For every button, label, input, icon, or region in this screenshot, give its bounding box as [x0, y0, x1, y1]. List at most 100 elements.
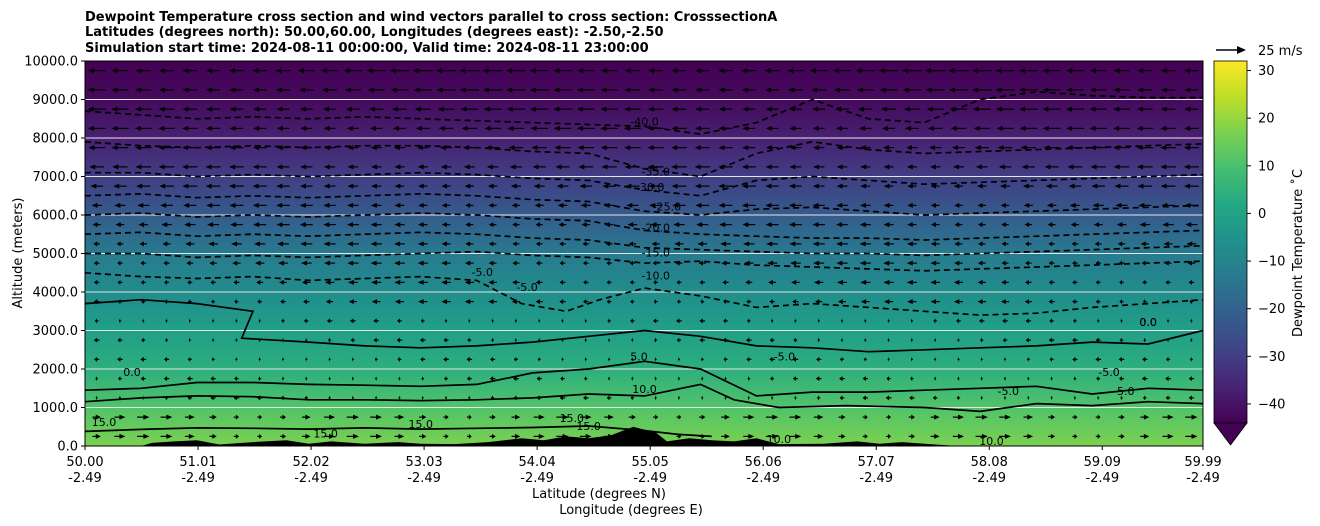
wind-vector-head: [585, 414, 592, 420]
colorbar: −40 −30 −20 −10 0 10 20 30 Dewpoint Temperature…: [1213, 60, 1306, 446]
contour-label: -5.0: [998, 385, 1019, 398]
wind-vector-head: [747, 395, 750, 401]
wind-vector-head: [229, 202, 236, 208]
wind-vector-head: [694, 145, 701, 151]
wind-vector-head: [1096, 376, 1099, 382]
wind-vector-head: [1136, 106, 1143, 112]
wind-vector-head: [231, 241, 238, 247]
wind-vector-head: [464, 299, 471, 305]
wind-vector-head: [625, 183, 632, 189]
wind-vector-head: [187, 279, 191, 285]
wind-vector-head: [560, 376, 563, 382]
wind-vector-head: [770, 376, 773, 382]
wind-vector-head: [928, 145, 935, 151]
wind-vector-head: [464, 183, 471, 189]
wind-vector-head: [630, 318, 633, 324]
wind-vector-head: [445, 433, 449, 439]
wind-vector-head: [630, 395, 633, 401]
wind-vector-head: [584, 376, 587, 382]
wind-vector-head: [235, 433, 240, 439]
wind-vector-head: [1001, 241, 1006, 247]
wind-vector-head: [1072, 337, 1076, 343]
wind-vector-head: [954, 202, 960, 208]
wind-vector-head: [93, 337, 98, 343]
contour-label: -20.0: [642, 221, 670, 234]
wind-vector-head: [957, 356, 959, 362]
wind-vector-head: [212, 318, 214, 324]
wind-vector-head: [995, 68, 1002, 74]
wind-vector-head: [301, 279, 308, 285]
wind-vector-head: [163, 356, 168, 362]
wind-vector-head: [252, 183, 259, 189]
wind-vector-head: [165, 318, 167, 324]
wind-vector-head: [1117, 241, 1123, 247]
wind-vector-head: [1136, 125, 1143, 131]
wind-vector-head: [1095, 299, 1099, 305]
wind-vector-head: [718, 145, 725, 151]
wind-vector-head: [1115, 202, 1122, 208]
wind-vector-head: [483, 106, 490, 112]
wind-vector-head: [1004, 414, 1011, 420]
wind-vector-head: [624, 68, 631, 74]
wind-vector-head: [976, 183, 983, 189]
contour-line: [85, 140, 1203, 178]
wind-vector-head: [718, 164, 725, 170]
wind-vector-head: [977, 299, 983, 305]
wind-vector-head: [512, 241, 517, 247]
wind-vector-head: [142, 318, 144, 324]
wind-vector-head: [972, 106, 979, 112]
wind-vector-head: [629, 260, 633, 266]
wind-vector-head: [954, 222, 960, 228]
wind-vector-head: [468, 433, 472, 439]
wind-vector-head: [435, 68, 442, 74]
wind-vector-head: [252, 202, 259, 208]
wind-vector-head: [344, 87, 351, 93]
wind-vector-head: [888, 433, 891, 439]
wind-vector-head: [375, 395, 377, 401]
wind-vector-head: [491, 337, 493, 343]
wind-vector-head: [648, 87, 655, 93]
colorbar-tick-label: 0: [1258, 207, 1266, 222]
wind-vector-head: [1024, 222, 1030, 228]
wind-vector-head: [925, 87, 932, 93]
wind-vector-head: [880, 106, 887, 112]
wind-vector-head: [789, 241, 796, 247]
wind-vector-head: [444, 376, 447, 382]
colorbar-tick-label: 30: [1258, 64, 1275, 79]
wind-vector-head: [441, 241, 447, 247]
x-tick-label-longitude: -2.49: [407, 471, 441, 486]
wind-vector-head: [369, 125, 376, 131]
wind-vector-head: [1141, 376, 1146, 382]
wind-vector-head: [883, 164, 890, 170]
wind-vector-head: [836, 145, 843, 151]
wind-vector-head: [980, 356, 982, 362]
wind-vector-head: [859, 222, 866, 228]
wind-vector-head: [765, 145, 772, 151]
wind-vector-head: [135, 87, 142, 93]
wind-vector-head: [117, 260, 121, 266]
wind-vector-head: [529, 87, 536, 93]
wind-vector-head: [211, 299, 214, 305]
wind-vector-head: [259, 414, 263, 420]
wind-vector-head: [1164, 260, 1169, 266]
wind-vector-head: [1120, 318, 1122, 324]
x-tick-label-latitude: 57.07: [858, 455, 895, 470]
wind-vector-head: [999, 183, 1006, 189]
wind-vector-head: [115, 222, 121, 228]
wind-vector-head: [1138, 202, 1145, 208]
wind-vector-head: [1183, 183, 1190, 189]
wind-vector-head: [253, 125, 260, 131]
wind-vector-head: [582, 260, 587, 266]
wind-vector-head: [813, 164, 820, 170]
wind-vector-head: [948, 68, 955, 74]
wind-vector-head: [741, 87, 748, 93]
title-line-2: Latitudes (degrees north): 50.00,60.00, …: [85, 25, 664, 40]
contour-label: -40.0: [630, 116, 658, 129]
wind-vector-head: [322, 106, 329, 112]
wind-vector-head: [839, 395, 843, 401]
wind-vector-head: [577, 68, 584, 74]
wind-vector-head: [765, 125, 772, 131]
wind-vector-head: [695, 202, 702, 208]
wind-vector-head: [694, 164, 701, 170]
wind-vector-head: [350, 318, 354, 324]
